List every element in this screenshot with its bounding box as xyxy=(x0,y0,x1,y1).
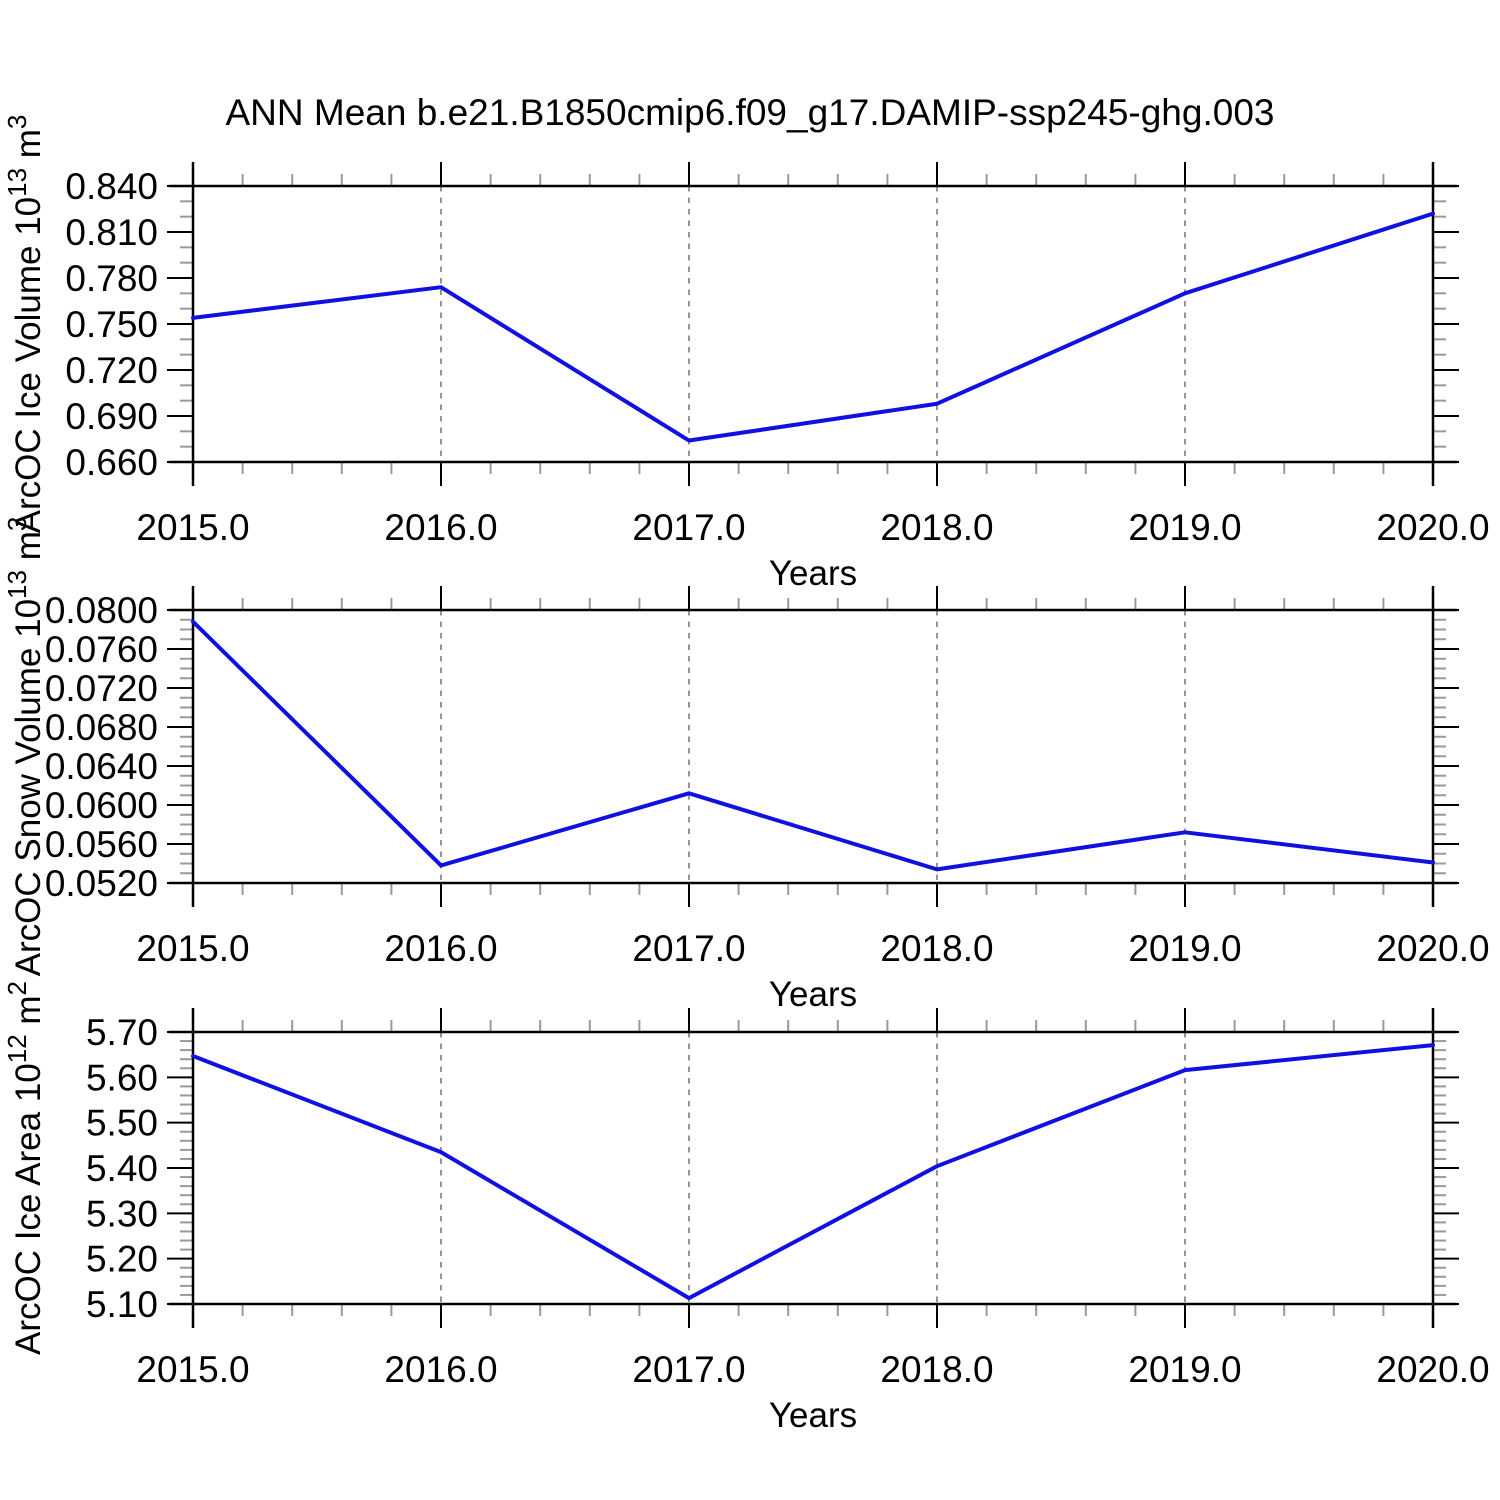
ytick-label: 5.70 xyxy=(86,1012,158,1053)
ytick-label: 0.0640 xyxy=(45,746,158,787)
xtick-label: 2019.0 xyxy=(1128,928,1241,969)
xtick-label: 2020.0 xyxy=(1376,1349,1489,1390)
xtick-label: 2020.0 xyxy=(1376,928,1489,969)
xtick-label: 2016.0 xyxy=(384,928,497,969)
ice-area-ticks xyxy=(167,1008,1459,1328)
xtick-label: 2020.0 xyxy=(1376,507,1489,548)
xtick-label: 2015.0 xyxy=(136,928,249,969)
ytick-label: 0.0760 xyxy=(45,629,158,670)
ytick-label: 0.0680 xyxy=(45,707,158,748)
ice-volume-ticks xyxy=(167,162,1459,486)
ice-area-ytick-labels: 5.705.60 5.505.405.30 5.205.10 xyxy=(86,1012,158,1325)
ice-area-panel: 5.705.60 5.505.405.30 5.205.10 2015.0 2016.0… xyxy=(2,981,1490,1435)
ytick-label: 0.690 xyxy=(65,396,158,437)
xtick-label: 2016.0 xyxy=(384,1349,497,1390)
chart-title: ANN Mean b.e21.B1850cmip6.f09_g17.DAMIP-… xyxy=(225,92,1275,133)
ice-volume-gridlines xyxy=(440,186,1186,462)
ytick-label: 0.780 xyxy=(65,258,158,299)
ice-volume-panel: 0.840 0.810 0.780 0.750 0.720 0.690 0.660 2015.… xyxy=(2,115,1490,593)
ytick-label: 5.20 xyxy=(86,1239,158,1280)
xtick-label: 2015.0 xyxy=(136,507,249,548)
snow-volume-panel: 0.08000.07600.07200.06800.06400.06000.05… xyxy=(2,517,1490,1014)
xtick-label: 2017.0 xyxy=(632,928,745,969)
xtick-label: 2018.0 xyxy=(880,1349,993,1390)
xtick-label: 2019.0 xyxy=(1128,507,1241,548)
xtick-label: 2017.0 xyxy=(632,1349,745,1390)
snow-volume-axes xyxy=(169,586,1457,907)
xtick-label: 2016.0 xyxy=(384,507,497,548)
xtick-label: 2019.0 xyxy=(1128,1349,1241,1390)
xtick-label: 2018.0 xyxy=(880,928,993,969)
ytick-label: 0.0520 xyxy=(45,863,158,904)
ice-area-xtick-labels: 2015.0 2016.0 2017.0 2018.0 2019.0 2020.0 Year… xyxy=(136,1349,1489,1435)
ytick-label: 0.0560 xyxy=(45,824,158,865)
ytick-label: 0.0600 xyxy=(45,785,158,826)
ytick-label: 0.660 xyxy=(65,442,158,483)
ice-volume-xaxis-title: Years xyxy=(769,554,857,593)
ice-area-series-line xyxy=(191,1043,1435,1301)
ice-area-xaxis-title: Years xyxy=(769,1396,857,1435)
ytick-label: 5.40 xyxy=(86,1148,158,1189)
ytick-label: 5.30 xyxy=(86,1193,158,1234)
xtick-label: 2015.0 xyxy=(136,1349,249,1390)
ytick-label: 5.50 xyxy=(86,1103,158,1144)
ice-area-yaxis-title: ArcOC Ice Area 1012 m2 xyxy=(2,981,48,1355)
ytick-label: 5.60 xyxy=(86,1057,158,1098)
snow-volume-ticks xyxy=(167,586,1459,907)
ytick-label: 5.10 xyxy=(86,1284,158,1325)
ytick-label: 0.840 xyxy=(65,166,158,207)
ytick-label: 0.810 xyxy=(65,212,158,253)
ytick-label: 0.0800 xyxy=(45,590,158,631)
ice-volume-ytick-labels: 0.840 0.810 0.780 0.750 0.720 0.690 0.660 xyxy=(65,166,158,483)
snow-volume-gridlines xyxy=(440,610,1186,883)
snow-volume-xtick-labels: 2015.0 2016.0 2017.0 2018.0 2019.0 2020.0 Year… xyxy=(136,928,1489,1014)
ice-volume-xtick-labels: 2015.0 2016.0 2017.0 2018.0 2019.0 2020.0 Year… xyxy=(136,507,1489,593)
ice-area-axes xyxy=(169,1008,1457,1328)
snow-volume-ytick-labels: 0.08000.07600.07200.06800.06400.06000.05… xyxy=(45,590,158,904)
snow-volume-yaxis-title: ArcOC Snow Volume 1013 m3 xyxy=(2,517,48,977)
ice-volume-axes xyxy=(169,162,1457,486)
xtick-label: 2017.0 xyxy=(632,507,745,548)
xtick-label: 2018.0 xyxy=(880,507,993,548)
snow-volume-xaxis-title: Years xyxy=(769,975,857,1014)
ytick-label: 0.0720 xyxy=(45,668,158,709)
ytick-label: 0.750 xyxy=(65,304,158,345)
ice-volume-series-line xyxy=(191,211,1435,443)
ytick-label: 0.720 xyxy=(65,350,158,391)
ice-area-gridlines xyxy=(440,1032,1186,1304)
snow-volume-series-line xyxy=(191,619,1435,872)
ice-volume-yaxis-title: ArcOC Ice Volume 1013 m3 xyxy=(2,115,48,534)
